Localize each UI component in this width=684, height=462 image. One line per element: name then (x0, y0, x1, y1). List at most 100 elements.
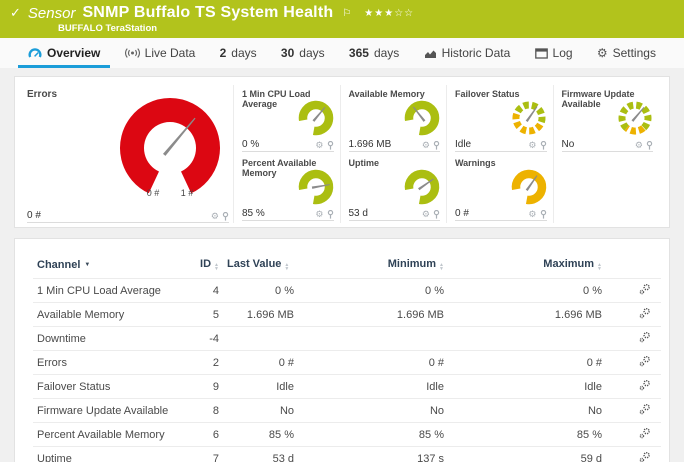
gauge-dial (404, 169, 440, 205)
cell-id: 8 (183, 398, 223, 423)
small-gauge-grid: 1 Min CPU Load Average 0 % ⚙ Available Memo… (233, 85, 659, 223)
cell-id: 2 (183, 350, 223, 375)
cell-last-value: 1.696 MB (223, 302, 298, 327)
gauge-settings-gear-icon[interactable]: ⚙ (528, 209, 537, 219)
gauge-value: No (561, 139, 575, 150)
gauge-pin-icon[interactable] (433, 210, 440, 219)
sensor-header: ✓ Sensor SNMP Buffalo TS System Health ⚐… (0, 0, 684, 38)
priority-flag-icon[interactable]: ⚐ (342, 7, 352, 19)
tab-live-data[interactable]: Live Data (115, 38, 206, 68)
gauge-pin-icon[interactable] (646, 141, 653, 150)
tab-bar: Overview Live Data 2 days 30 days 365 days Histo… (0, 38, 684, 68)
tab-30-days[interactable]: 30 days (271, 38, 335, 68)
channel-row-percent-available-memory[interactable]: Percent Available Memory 6 85 % 85 % 85 % (33, 422, 661, 447)
gauge-pin-icon[interactable] (433, 141, 440, 150)
cell-id: 5 (183, 302, 223, 327)
gauge-value: 0 # (455, 208, 469, 219)
channel-settings-icon[interactable] (639, 379, 651, 391)
channel-row-errors[interactable]: Errors 2 0 #0 #0 # (33, 350, 661, 375)
column-label: Last Value (227, 258, 282, 270)
channel-settings-icon[interactable] (639, 307, 651, 319)
gauge-value: Idle (455, 139, 472, 150)
gauge-scale-max: 1 # (181, 188, 194, 198)
status-check-icon: ✓ (10, 5, 21, 20)
gauge-pin-icon[interactable] (540, 210, 547, 219)
gauge-settings-gear-icon[interactable]: ⚙ (315, 209, 324, 219)
tab-overview[interactable]: Overview (18, 38, 111, 68)
sort-arrows-icon: ▲ ▼ (597, 262, 602, 272)
cell-channel: Uptime (33, 446, 183, 462)
column-header-settings (606, 253, 661, 279)
channel-settings-icon[interactable] (639, 355, 651, 367)
page-title: SNMP Buffalo TS System Health (82, 4, 334, 21)
cell-last-value: No (223, 398, 298, 423)
gauge-title: Errors (27, 89, 58, 100)
channel-settings-icon[interactable] (639, 427, 651, 439)
cell-maximum (448, 326, 606, 351)
channel-row-uptime[interactable]: Uptime 7 53 d 137 s 59 d (33, 446, 661, 462)
tab-2-days[interactable]: 2 days (210, 38, 267, 68)
tab-label: Overview (47, 46, 101, 60)
gauge-needle (162, 117, 196, 156)
channel-settings-icon[interactable] (639, 451, 651, 462)
gauge-title: Warnings (455, 158, 496, 168)
cell-id: 9 (183, 374, 223, 399)
gauge-settings-gear-icon[interactable]: ⚙ (315, 140, 324, 150)
gauge-tile-uptime: Uptime 53 d ⚙ (339, 154, 447, 223)
cell-channel: Available Memory (33, 302, 183, 327)
column-header-minimum[interactable]: Minimum ▲ ▼ (298, 253, 448, 279)
channel-settings-icon[interactable] (639, 331, 651, 343)
channel-settings-icon[interactable] (639, 403, 651, 415)
gauge-tile-firmware-update-available: Firmware Update Available No ⚙ (552, 85, 660, 154)
channel-settings-icon[interactable] (639, 283, 651, 295)
channel-table-panel: Channel ▼ ID ▲ ▼ Last Value ▲ ▼ Minimum ▲ ▼ Maximum… (14, 238, 670, 462)
channel-row-firmware-update-available[interactable]: Firmware Update Available 8 No No No (33, 398, 661, 423)
channel-row-available-memory[interactable]: Available Memory 5 1.696 MB 1.696 MB 1.696 M… (33, 302, 661, 327)
log-icon (534, 47, 548, 59)
tab-label: Live Data (144, 46, 196, 60)
sort-arrows-icon: ▲ ▼ (284, 262, 290, 272)
gauge-needle (418, 178, 434, 191)
priority-stars[interactable]: ★★★☆☆ (364, 7, 415, 19)
tab-settings[interactable]: ⚙ Settings (587, 38, 666, 68)
gauge-needle (525, 106, 537, 122)
cell-maximum: 0 # (448, 350, 606, 375)
cell-last-value (223, 326, 298, 351)
gauge-settings-gear-icon[interactable]: ⚙ (210, 211, 219, 221)
cell-id: -4 (183, 326, 223, 351)
gauge-title: Firmware Update Available (561, 89, 635, 109)
gauge-settings-gear-icon[interactable]: ⚙ (634, 140, 643, 150)
gauge-title: 1 Min CPU Load Average (242, 89, 311, 109)
gauge-pin-icon[interactable] (222, 212, 229, 221)
cell-minimum: 1.696 MB (298, 302, 448, 327)
tab-log[interactable]: Log (525, 38, 583, 68)
column-label: ID (200, 258, 212, 270)
chart-icon (424, 48, 437, 59)
channel-row-failover-status[interactable]: Failover Status 9 Idle Idle Idle (33, 374, 661, 399)
tab-label: days (231, 46, 257, 60)
gauge-pin-icon[interactable] (327, 141, 334, 150)
cell-minimum (298, 326, 448, 351)
gauge-value: 0 # (27, 210, 41, 221)
tab-historic-data[interactable]: Historic Data (414, 38, 521, 68)
gauge-settings-gear-icon[interactable]: ⚙ (528, 140, 537, 150)
cell-last-value: 0 % (223, 278, 298, 303)
cell-minimum: 137 s (298, 446, 448, 462)
column-header-maximum[interactable]: Maximum ▲ ▼ (448, 253, 606, 279)
column-header-id[interactable]: ID ▲ ▼ (183, 253, 223, 279)
gauge-value: 0 % (242, 139, 260, 150)
cell-id: 7 (183, 446, 223, 462)
gauge-needle (631, 106, 645, 122)
gauge-settings-gear-icon[interactable]: ⚙ (421, 209, 430, 219)
cell-maximum: No (448, 398, 606, 423)
column-header-channel[interactable]: Channel ▼ (33, 253, 183, 279)
gauge-title: Uptime (348, 158, 380, 168)
gauge-scale-min: 0 # (147, 188, 160, 198)
column-header-last-value[interactable]: Last Value ▲ ▼ (223, 253, 298, 279)
gauge-pin-icon[interactable] (540, 141, 547, 150)
channel-row-downtime[interactable]: Downtime -4 (33, 326, 661, 351)
gauge-pin-icon[interactable] (327, 210, 334, 219)
tab-365-days[interactable]: 365 days (339, 38, 409, 68)
gauge-settings-gear-icon[interactable]: ⚙ (421, 140, 430, 150)
channel-row-1-min-cpu-load-average[interactable]: 1 Min CPU Load Average 4 0 % 0 % 0 % (33, 278, 661, 303)
